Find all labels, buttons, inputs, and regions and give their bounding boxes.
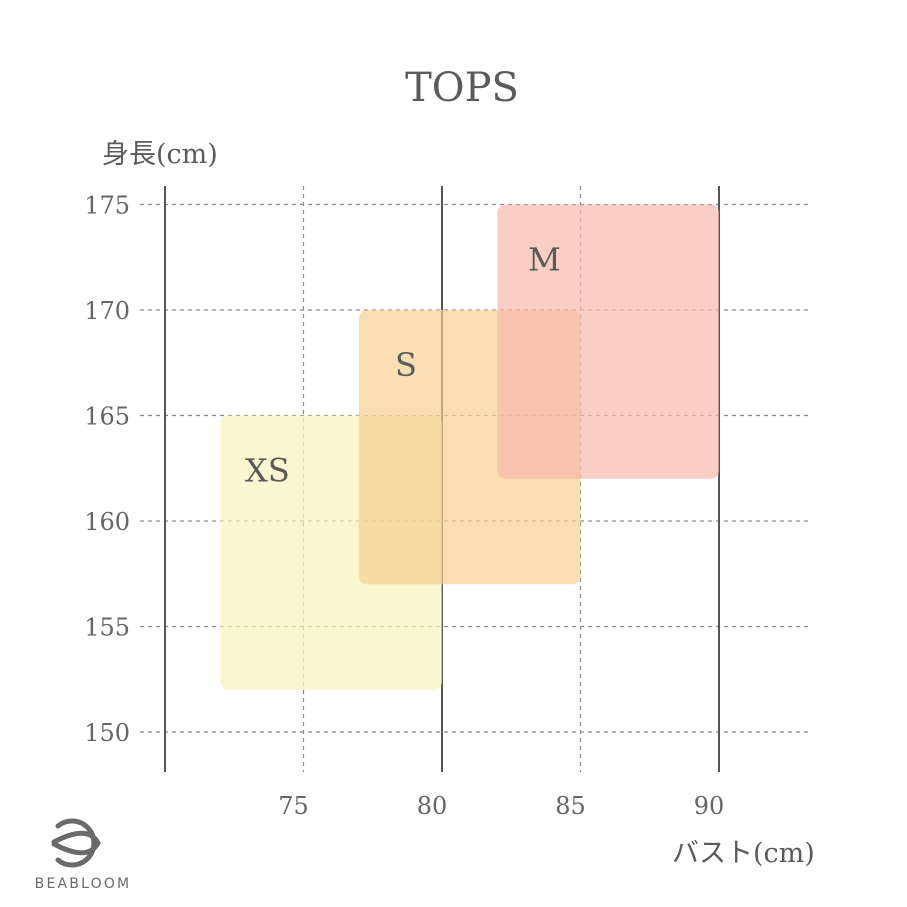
beabloom-logo-icon — [51, 818, 101, 868]
brand-name: BEABLOOM — [34, 876, 132, 892]
size-label-xs: XS — [245, 452, 290, 490]
y-tick-label: 160 — [84, 508, 130, 536]
y-tick-label: 170 — [84, 297, 130, 325]
size-range-layer — [220, 204, 719, 690]
y-tick-label: 175 — [84, 192, 130, 220]
x-tick-label: 75 — [278, 792, 309, 820]
y-tick-label: 150 — [84, 719, 130, 747]
size-label-m: M — [528, 241, 561, 279]
tick-label-layer: 150 155 160 165 170 175 75 80 85 90 — [84, 192, 724, 821]
y-axis-label: 身長(cm) — [102, 139, 218, 170]
y-tick-label: 165 — [84, 403, 130, 431]
size-range-m — [497, 204, 719, 479]
chart-title: TOPS — [405, 65, 519, 111]
x-tick-label: 80 — [417, 792, 448, 820]
x-tick-label: 90 — [694, 792, 725, 820]
x-tick-label: 85 — [555, 792, 586, 820]
x-axis-label: バスト(cm) — [672, 838, 815, 869]
y-tick-label: 155 — [84, 614, 130, 642]
brand-logo: BEABLOOM — [28, 810, 138, 900]
size-label-layer: XS S M — [245, 241, 561, 490]
size-label-s: S — [395, 346, 417, 384]
